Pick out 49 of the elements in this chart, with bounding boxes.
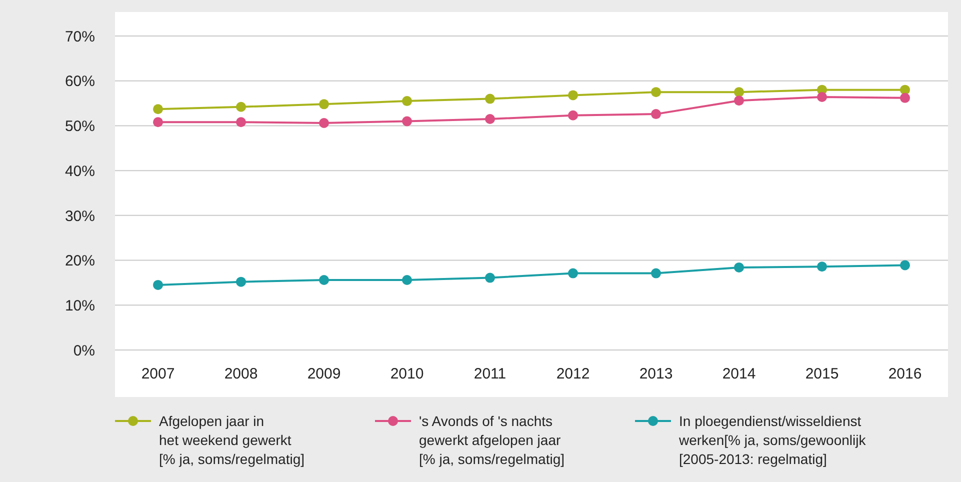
y-tick-label: 70% (64, 28, 95, 46)
point (651, 87, 661, 98)
y-tick-label: 0% (73, 342, 95, 360)
legend-label: In ploegendienst/wisseldienst werken[% ja, soms/gewoonlijk [2005-2013: regelmatig] (679, 412, 866, 469)
point (153, 117, 163, 128)
point (734, 262, 744, 272)
point (651, 268, 661, 278)
point (236, 117, 246, 128)
point (153, 280, 163, 290)
point (153, 104, 163, 114)
y-tick-label: 10% (64, 297, 95, 314)
point (568, 110, 578, 120)
point (734, 87, 744, 98)
x-tick-label: 2015 (805, 366, 839, 383)
y-tick-label: 60% (64, 73, 95, 90)
x-tick-label: 2009 (307, 366, 341, 383)
x-tick-label: 2013 (639, 366, 673, 383)
legend-label: 's Avonds of 's nachts gewerkt afgelopen jaar [% ja, soms/regelmatig] (419, 412, 564, 469)
y-tick-label: 20% (64, 252, 95, 270)
x-tick-label: 2010 (390, 366, 424, 383)
point (734, 96, 744, 106)
point (485, 94, 495, 104)
x-tick-label: 2007 (141, 366, 175, 383)
point (236, 276, 246, 287)
x-tick-label: 2014 (722, 366, 756, 383)
point (651, 109, 661, 120)
point (900, 260, 910, 270)
y-tick-label: 50% (64, 118, 95, 136)
point (319, 99, 329, 110)
point (817, 262, 827, 272)
point (402, 116, 412, 126)
x-tick-label: 2012 (556, 366, 590, 383)
point (402, 96, 412, 106)
y-tick-label: 40% (64, 162, 95, 180)
point (319, 118, 329, 128)
point (568, 268, 578, 278)
legend-label: Afgelopen jaar in het weekend gewerkt [% ja, soms/regelmatig] (159, 412, 304, 469)
point (568, 90, 578, 100)
point (319, 275, 329, 286)
point (900, 92, 910, 103)
y-tick-label: 30% (64, 208, 95, 225)
x-tick-label: 2008 (224, 366, 258, 383)
point (402, 275, 412, 286)
x-tick-label: 2011 (474, 366, 506, 383)
point (485, 114, 495, 124)
x-tick-label: 2016 (888, 366, 922, 383)
point (236, 102, 246, 112)
point (817, 92, 827, 102)
point (485, 272, 495, 283)
